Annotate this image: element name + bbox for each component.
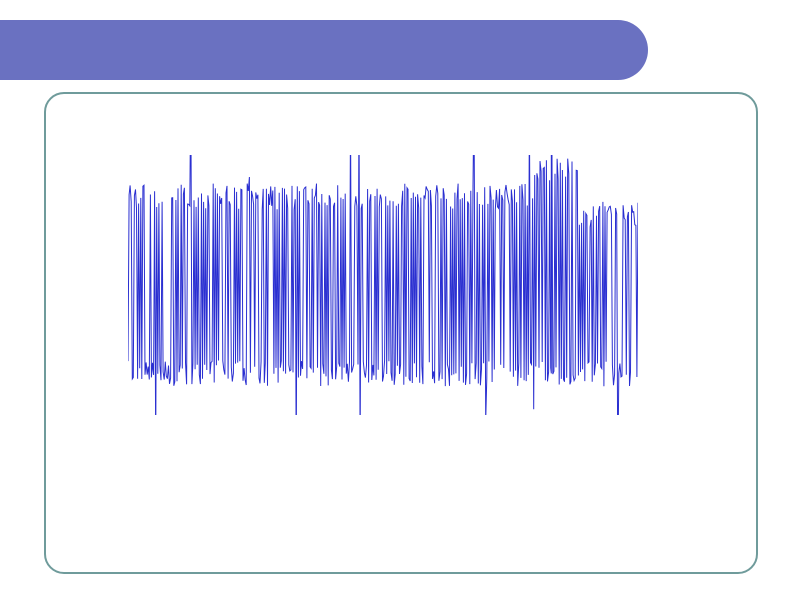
waveform-chart — [128, 155, 638, 415]
header-underline — [0, 88, 616, 90]
waveform-line — [128, 155, 638, 415]
header-bar — [0, 20, 648, 80]
slide-stage — [0, 0, 800, 600]
